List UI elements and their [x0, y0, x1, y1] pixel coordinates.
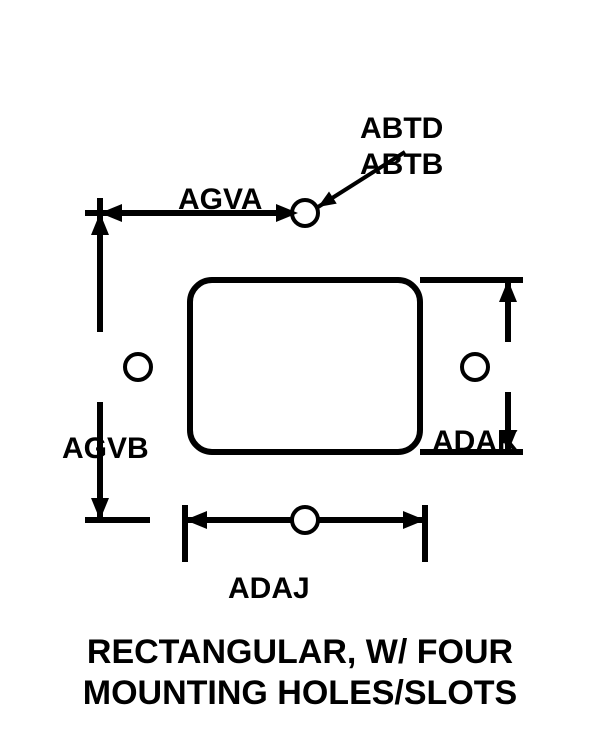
- label-abtd: ABTD: [360, 112, 443, 146]
- label-agva: AGVA: [178, 183, 262, 217]
- label-abtb: ABTB: [360, 148, 443, 182]
- label-adaj: ADAJ: [228, 572, 310, 606]
- label-adak: ADAK: [432, 425, 519, 459]
- label-agvb: AGVB: [62, 432, 149, 466]
- caption-line-2: MOUNTING HOLES/SLOTS: [0, 673, 600, 714]
- caption-line-1: RECTANGULAR, W/ FOUR: [0, 632, 600, 673]
- caption: RECTANGULAR, W/ FOUR MOUNTING HOLES/SLOT…: [0, 632, 600, 714]
- diagram-container: { "canvas": { "width": 600, "height": 74…: [0, 0, 600, 744]
